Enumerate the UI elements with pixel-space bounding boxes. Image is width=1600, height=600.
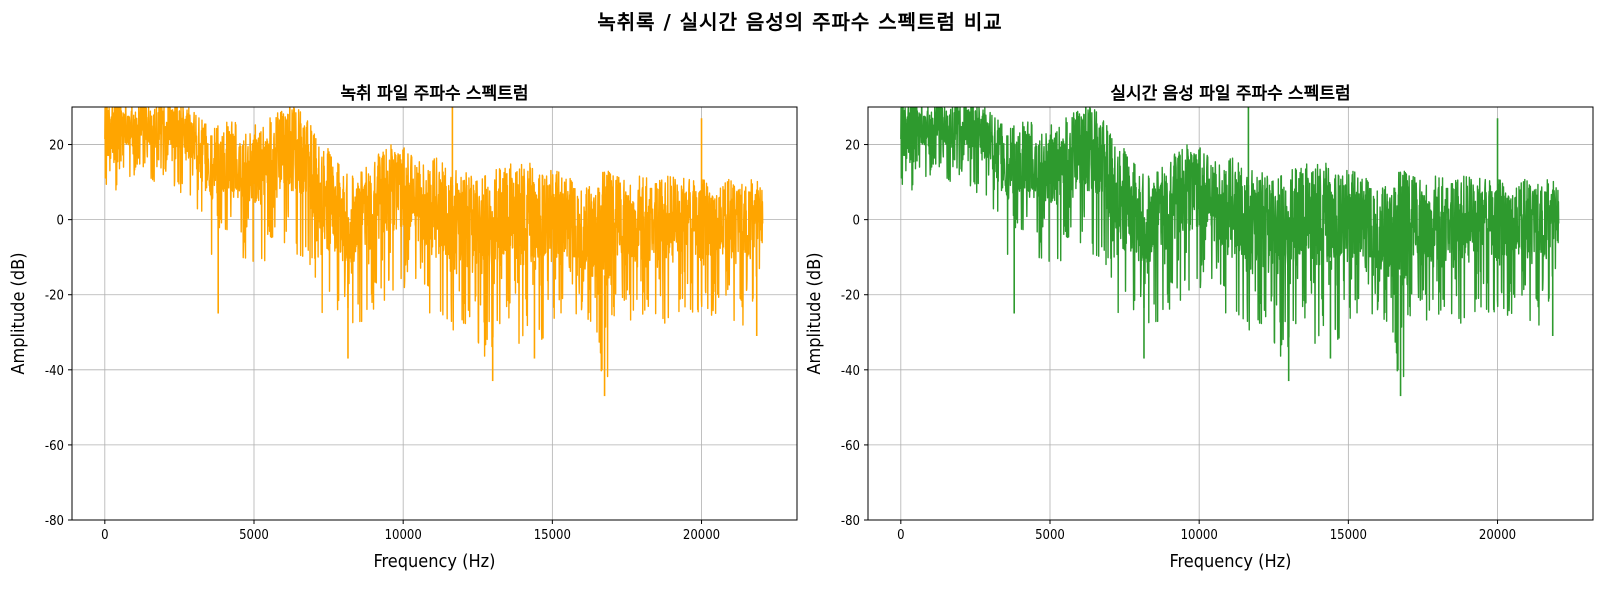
y-tick-label: -80 <box>45 514 64 529</box>
series-spectrum <box>104 107 764 397</box>
x-tick-label: 15000 <box>534 528 571 543</box>
axes-frame <box>71 106 798 521</box>
series-spectrum <box>900 107 1560 397</box>
y-ticks: -80 -60 -40 -20 0 20 <box>841 139 868 529</box>
x-tick-label: 5000 <box>239 528 269 543</box>
x-tick-label: 0 <box>897 528 904 543</box>
y-ticks: -80 -60 -40 -20 0 20 <box>45 139 72 529</box>
x-tick-label: 5000 <box>1035 528 1065 543</box>
series-line <box>104 107 764 378</box>
y-tick-label: -60 <box>841 439 860 454</box>
x-tick-label: 10000 <box>385 528 422 543</box>
axes-frame <box>867 106 1594 521</box>
y-tick-label: -20 <box>841 289 860 304</box>
x-tick-label: 0 <box>101 528 108 543</box>
x-axis-label: Frequency (Hz) <box>1170 551 1292 572</box>
y-tick-label: 0 <box>853 214 860 229</box>
figure-suptitle: 녹취록 / 실시간 음성의 주파수 스펙트럼 비교 <box>597 10 1003 34</box>
y-tick-label: -60 <box>45 439 64 454</box>
y-tick-label: -20 <box>45 289 64 304</box>
x-tick-label: 20000 <box>1479 528 1516 543</box>
y-axis-label: Amplitude (dB) <box>804 252 825 374</box>
y-tick-label: -40 <box>841 364 860 379</box>
x-tick-label: 20000 <box>683 528 720 543</box>
y-tick-label: 0 <box>57 214 64 229</box>
chart-right-spectrum: 0 5000 10000 15000 20000 -80 -60 -40 -20 0 20 실시간… <box>804 84 1594 572</box>
chart-left-spectrum: 0 5000 10000 15000 20000 -80 -60 -40 -20 0 20 녹취 … <box>8 83 798 572</box>
x-ticks: 0 5000 10000 15000 20000 <box>101 520 720 543</box>
y-tick-label: 20 <box>49 139 64 154</box>
y-axis-label: Amplitude (dB) <box>8 252 29 374</box>
series-line <box>900 107 1560 378</box>
y-tick-label: 20 <box>845 139 860 154</box>
chart-title: 실시간 음성 파일 주파수 스펙트럼 <box>1110 84 1350 104</box>
x-axis-label: Frequency (Hz) <box>374 551 496 572</box>
x-tick-label: 10000 <box>1181 528 1218 543</box>
x-tick-label: 15000 <box>1330 528 1367 543</box>
chart-title: 녹취 파일 주파수 스펙트럼 <box>340 83 528 104</box>
x-ticks: 0 5000 10000 15000 20000 <box>897 520 1516 543</box>
y-tick-label: -40 <box>45 364 64 379</box>
y-tick-label: -80 <box>841 514 860 529</box>
